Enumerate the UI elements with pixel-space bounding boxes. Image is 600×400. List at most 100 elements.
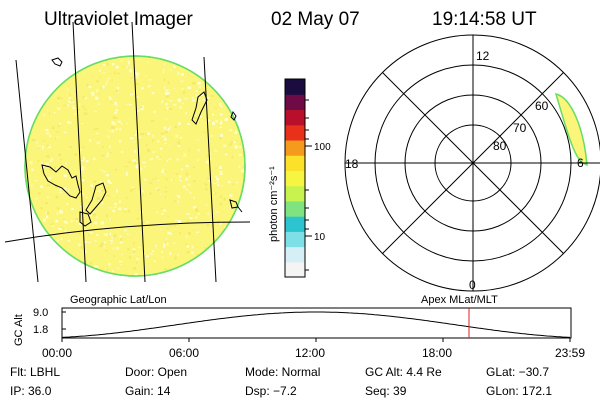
disk-speckle xyxy=(106,79,108,83)
disk-speckle xyxy=(126,122,128,125)
disk-speckle xyxy=(38,192,41,195)
disk-speckle xyxy=(206,223,210,227)
disk-speckle xyxy=(224,154,228,156)
colorbar-swatch xyxy=(285,185,305,202)
disk-speckle xyxy=(234,131,238,134)
disk-speckle xyxy=(138,72,140,75)
disk-speckle xyxy=(145,143,148,146)
disk-speckle xyxy=(159,229,162,231)
disk-speckle xyxy=(58,227,60,230)
disk-speckle xyxy=(46,184,50,188)
disk-speckle xyxy=(59,97,63,99)
disk-speckle xyxy=(134,150,136,153)
disk-speckle xyxy=(151,92,155,95)
disk-speckle xyxy=(81,123,84,125)
disk-speckle xyxy=(216,211,219,213)
disk-speckle xyxy=(220,222,222,225)
disk-speckle xyxy=(74,153,78,156)
disk-speckle xyxy=(71,101,75,103)
disk-speckle xyxy=(161,256,164,258)
disk-speckle xyxy=(179,137,183,139)
disk-speckle xyxy=(106,174,110,177)
disk-speckle xyxy=(132,267,137,270)
disk-speckle xyxy=(167,227,169,229)
disk-speckle xyxy=(165,241,167,244)
disk-speckle xyxy=(157,188,160,191)
disk-speckle xyxy=(63,174,67,177)
disk-speckle xyxy=(169,252,172,255)
disk-speckle xyxy=(176,254,179,256)
disk-speckle xyxy=(139,167,143,171)
disk-speckle xyxy=(36,142,38,144)
disk-speckle xyxy=(136,217,140,220)
altitude-x-tick-0000: 00:00 xyxy=(42,346,72,360)
mlat-label-60: 60 xyxy=(535,99,549,113)
disk-speckle xyxy=(130,93,133,96)
disk-speckle xyxy=(37,147,40,149)
disk-speckle xyxy=(31,139,36,141)
disk-speckle xyxy=(189,176,191,178)
disk-speckle xyxy=(57,101,59,104)
disk-speckle xyxy=(54,111,56,113)
disk-speckle xyxy=(160,147,163,150)
disk-speckle xyxy=(121,253,124,255)
disk-speckle xyxy=(146,220,149,223)
disk-speckle xyxy=(147,149,151,152)
disk-speckle xyxy=(186,250,190,254)
disk-speckle xyxy=(88,85,92,88)
disk-speckle xyxy=(80,246,83,249)
disk-speckle xyxy=(99,75,101,78)
disk-speckle xyxy=(46,132,50,135)
disk-speckle xyxy=(31,184,33,187)
disk-speckle xyxy=(134,72,139,75)
disk-speckle xyxy=(71,208,74,211)
disk-speckle xyxy=(81,159,84,162)
disk-speckle xyxy=(65,162,67,165)
disk-speckle xyxy=(105,250,108,252)
status-gain: Gain: 14 xyxy=(125,384,171,398)
status-glon: GLon: 172.1 xyxy=(486,384,552,398)
disk-speckle xyxy=(34,198,38,200)
disk-speckle xyxy=(165,90,168,92)
disk-speckle xyxy=(59,210,63,214)
colorbar-swatch xyxy=(285,246,305,263)
header-time: 19:14:58 UT xyxy=(432,9,537,30)
disk-speckle xyxy=(219,137,222,140)
disk-speckle xyxy=(128,61,130,65)
disk-speckle xyxy=(103,241,106,244)
disk-speckle xyxy=(59,122,61,125)
disk-speckle xyxy=(221,184,223,187)
disk-speckle xyxy=(213,182,217,184)
disk-speckle xyxy=(199,93,202,96)
disk-speckle xyxy=(200,93,204,96)
disk-speckle xyxy=(114,117,118,119)
disk-speckle xyxy=(50,223,54,225)
disk-speckle xyxy=(186,245,189,248)
disk-speckle xyxy=(165,95,169,98)
altitude-plot-frame xyxy=(61,307,572,339)
disk-speckle xyxy=(204,183,208,186)
disk-speckle xyxy=(152,178,154,181)
disk-speckle xyxy=(63,218,65,221)
disk-speckle xyxy=(82,146,85,149)
disk-speckle xyxy=(104,233,108,236)
disk-speckle xyxy=(134,99,136,102)
disk-speckle xyxy=(136,110,140,112)
disk-speckle xyxy=(165,102,168,106)
disk-speckle xyxy=(54,137,56,140)
mlt-label-6: 6 xyxy=(577,156,584,170)
disk-speckle xyxy=(148,182,153,184)
disk-speckle xyxy=(167,81,170,84)
disk-speckle xyxy=(96,141,100,145)
disk-speckle xyxy=(181,73,184,76)
disk-speckle xyxy=(67,121,70,124)
disk-speckle xyxy=(45,215,49,219)
disk-speckle xyxy=(164,196,166,199)
disk-speckle xyxy=(174,126,178,128)
disk-speckle xyxy=(108,96,111,99)
disk-speckle xyxy=(69,93,71,97)
disk-speckle xyxy=(125,103,129,105)
disk-speckle xyxy=(158,158,162,160)
disk-speckle xyxy=(215,120,218,123)
disk-speckle xyxy=(140,107,144,111)
